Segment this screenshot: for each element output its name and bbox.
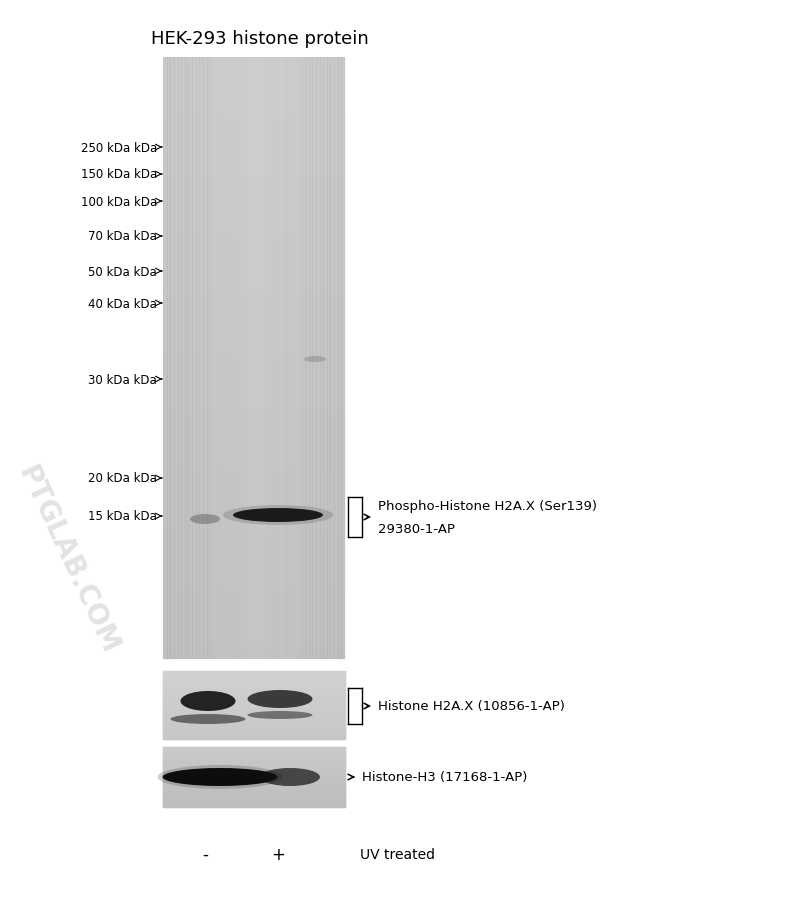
Text: 50 kDa kDa: 50 kDa kDa (88, 265, 157, 278)
Ellipse shape (158, 765, 282, 789)
Ellipse shape (233, 509, 323, 522)
Text: +: + (271, 845, 285, 863)
Text: 29380-1-AP: 29380-1-AP (378, 522, 455, 535)
Text: 40 kDa kDa: 40 kDa kDa (88, 297, 157, 310)
Text: Histone H2A.X (10856-1-AP): Histone H2A.X (10856-1-AP) (378, 700, 565, 713)
Ellipse shape (181, 691, 235, 711)
Ellipse shape (304, 356, 326, 363)
Ellipse shape (260, 769, 320, 787)
Ellipse shape (247, 711, 313, 719)
Ellipse shape (223, 505, 333, 526)
Text: 30 kDa kDa: 30 kDa kDa (88, 373, 157, 386)
Text: 100 kDa kDa: 100 kDa kDa (81, 196, 157, 208)
Ellipse shape (162, 769, 278, 787)
Text: 15 kDa kDa: 15 kDa kDa (88, 510, 157, 523)
Text: -: - (202, 845, 208, 863)
Text: 70 kDa kDa: 70 kDa kDa (88, 230, 157, 244)
Text: 150 kDa kDa: 150 kDa kDa (81, 169, 157, 181)
Ellipse shape (247, 690, 313, 708)
Text: UV treated: UV treated (360, 847, 435, 861)
Text: PTGLAB.COM: PTGLAB.COM (12, 461, 124, 658)
Text: Histone-H3 (17168-1-AP): Histone-H3 (17168-1-AP) (362, 770, 527, 784)
Text: Phospho-Histone H2A.X (Ser139): Phospho-Histone H2A.X (Ser139) (378, 500, 597, 513)
Bar (163, 671, 345, 739)
Bar (163, 58, 345, 659)
Ellipse shape (190, 514, 220, 524)
Bar (163, 747, 345, 807)
Ellipse shape (170, 714, 246, 724)
Text: HEK-293 histone protein: HEK-293 histone protein (151, 30, 369, 48)
Text: 20 kDa kDa: 20 kDa kDa (88, 472, 157, 485)
Text: 250 kDa kDa: 250 kDa kDa (81, 142, 157, 154)
